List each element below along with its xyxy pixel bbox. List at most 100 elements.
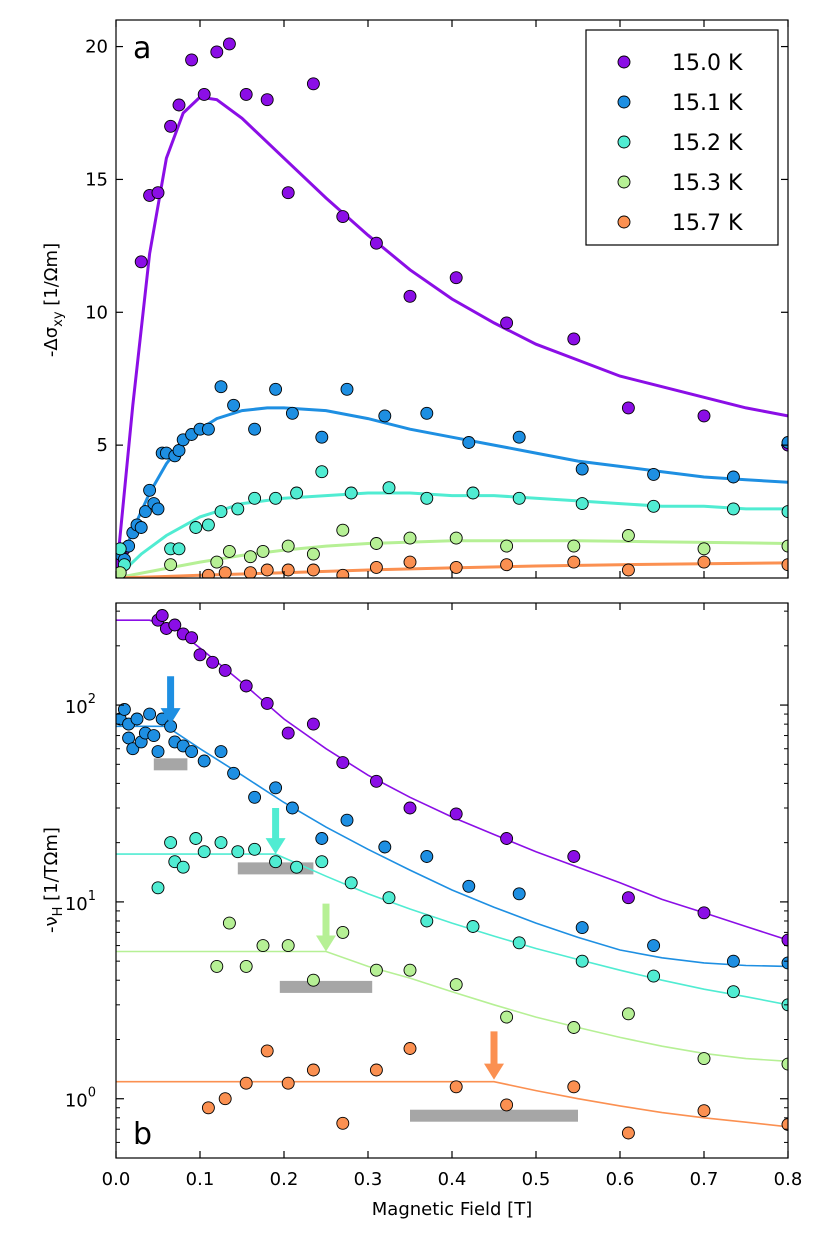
data-point-b-3-13 bbox=[697, 1052, 711, 1066]
data-point-a-3-8 bbox=[336, 523, 350, 537]
data-point-b-1-3 bbox=[122, 731, 136, 745]
data-point-b-2-7 bbox=[231, 845, 245, 859]
data-point-a-4-11 bbox=[567, 555, 581, 569]
data-point-a-1-13 bbox=[172, 444, 186, 457]
data-point-b-0-11 bbox=[281, 726, 295, 740]
x-axis-label: Magnetic Field [T] bbox=[372, 1199, 532, 1220]
data-point-b-1-30 bbox=[726, 954, 740, 968]
data-point-a-3-7 bbox=[306, 547, 320, 561]
legend: 15.0 K 15.1 K 15.2 K 15.3 K 15.7 K bbox=[585, 29, 779, 246]
data-point-b-1-21 bbox=[285, 801, 299, 815]
data-point-b-3-4 bbox=[281, 939, 295, 953]
legend-label-4: 15.7 K bbox=[672, 211, 743, 236]
data-point-a-1-23 bbox=[315, 430, 329, 444]
data-point-b-0-18 bbox=[567, 850, 581, 863]
arrow-marker-3 bbox=[484, 1031, 504, 1080]
data-point-a-1-28 bbox=[512, 430, 526, 444]
data-point-b-0-16 bbox=[449, 807, 463, 821]
a-ytick-label: 20 bbox=[85, 37, 108, 58]
data-point-a-2-13 bbox=[382, 481, 396, 495]
data-point-a-3-10 bbox=[403, 531, 417, 545]
data-point-a-2-4 bbox=[189, 521, 203, 534]
data-point-a-0-11 bbox=[239, 87, 253, 101]
data-point-a-2-3 bbox=[172, 542, 186, 556]
data-point-a-0-13 bbox=[281, 186, 295, 200]
data-point-b-0-7 bbox=[206, 655, 220, 669]
data-point-a-4-5 bbox=[306, 563, 320, 577]
data-point-b-3-7 bbox=[369, 963, 383, 977]
data-point-a-2-17 bbox=[575, 497, 589, 511]
data-point-b-4-9 bbox=[449, 1080, 463, 1094]
data-point-a-3-16 bbox=[781, 539, 788, 553]
data-point-a-0-19 bbox=[500, 316, 514, 330]
data-point-a-4-1 bbox=[218, 566, 232, 578]
fit-curve-b-0 bbox=[116, 619, 788, 941]
data-point-b-0-3 bbox=[168, 618, 182, 632]
a-ytick-label: 15 bbox=[85, 169, 108, 190]
data-point-b-2-0 bbox=[151, 881, 165, 895]
data-point-b-3-5 bbox=[306, 973, 320, 987]
b-xtick-label: 0.3 bbox=[354, 1169, 383, 1190]
data-point-b-1-31 bbox=[781, 956, 788, 970]
data-point-b-2-11 bbox=[315, 855, 329, 869]
a-ytick-label: 10 bbox=[85, 302, 108, 323]
fit-curve-b-4 bbox=[116, 1080, 788, 1128]
data-point-b-3-11 bbox=[567, 1021, 581, 1034]
data-point-a-2-11 bbox=[315, 465, 329, 479]
data-point-a-0-6 bbox=[172, 98, 186, 112]
data-point-a-1-18 bbox=[214, 380, 228, 394]
data-point-b-2-19 bbox=[726, 985, 740, 999]
data-point-a-0-17 bbox=[403, 289, 417, 303]
data-point-b-4-13 bbox=[697, 1104, 711, 1118]
b-xtick-label: 0.6 bbox=[606, 1169, 635, 1190]
panel-b-ylabel-prefix: -ν bbox=[41, 916, 62, 933]
data-point-a-1-24 bbox=[340, 382, 354, 396]
data-point-a-2-7 bbox=[231, 502, 245, 516]
data-point-b-2-10 bbox=[290, 860, 304, 874]
data-point-b-4-4 bbox=[281, 1076, 295, 1090]
b-xtick-label: 0.7 bbox=[690, 1169, 719, 1190]
b-xtick-label: 0.8 bbox=[774, 1169, 803, 1190]
data-point-a-4-7 bbox=[369, 560, 383, 574]
range-bar-0 bbox=[153, 758, 188, 771]
data-point-b-2-16 bbox=[512, 936, 526, 950]
data-point-a-4-2 bbox=[243, 566, 257, 578]
data-point-b-3-0 bbox=[210, 959, 224, 973]
panel-a-ylabel: -Δσxy [1/Ωm] bbox=[41, 243, 66, 357]
data-point-a-2-16 bbox=[512, 491, 526, 505]
data-point-a-2-9 bbox=[269, 491, 283, 505]
data-point-a-2-15 bbox=[466, 486, 480, 500]
data-point-a-0-4 bbox=[151, 186, 165, 200]
data-point-b-4-7 bbox=[369, 1063, 383, 1077]
data-point-a-3-4 bbox=[243, 550, 257, 564]
data-point-b-4-11 bbox=[567, 1080, 581, 1094]
data-point-a-0-15 bbox=[336, 210, 350, 224]
data-point-a-1-9 bbox=[151, 502, 165, 516]
data-point-a-4-14 bbox=[781, 558, 788, 572]
data-point-b-4-5 bbox=[306, 1063, 320, 1077]
data-point-b-1-15 bbox=[185, 745, 199, 759]
data-point-a-4-9 bbox=[449, 560, 463, 574]
data-point-b-2-13 bbox=[382, 891, 396, 905]
data-point-a-0-9 bbox=[210, 45, 224, 59]
legend-label-1: 15.1 K bbox=[672, 91, 743, 116]
data-point-b-3-14 bbox=[781, 1057, 788, 1071]
b-xtick-label: 0.1 bbox=[186, 1169, 215, 1190]
data-point-a-3-14 bbox=[621, 529, 635, 542]
data-point-a-2-20 bbox=[781, 505, 788, 519]
arrow-marker-0 bbox=[160, 676, 181, 725]
data-point-b-4-14 bbox=[781, 1118, 788, 1131]
data-point-a-0-22 bbox=[697, 409, 711, 423]
data-point-b-1-22 bbox=[315, 832, 329, 845]
panel-b-ylabel: -νH [1/TΩm] bbox=[41, 827, 66, 933]
b-ytick-label: 100 bbox=[65, 1086, 96, 1112]
panel-a: 5 10 15 20 a -Δσxy [1/Ωm] 15.0 K 15.1 K 15.2 … bbox=[41, 19, 789, 579]
range-bar-2 bbox=[279, 980, 373, 993]
b-xtick-label: 0.2 bbox=[270, 1169, 299, 1190]
panel-a-ylabel-sub: xy bbox=[51, 311, 66, 327]
panel-a-ylabel-suffix: [1/Ωm] bbox=[41, 243, 62, 312]
data-point-b-1-9 bbox=[147, 729, 161, 743]
data-point-a-1-5 bbox=[134, 521, 148, 534]
data-point-b-4-1 bbox=[218, 1092, 232, 1106]
data-point-a-0-2 bbox=[134, 255, 148, 269]
